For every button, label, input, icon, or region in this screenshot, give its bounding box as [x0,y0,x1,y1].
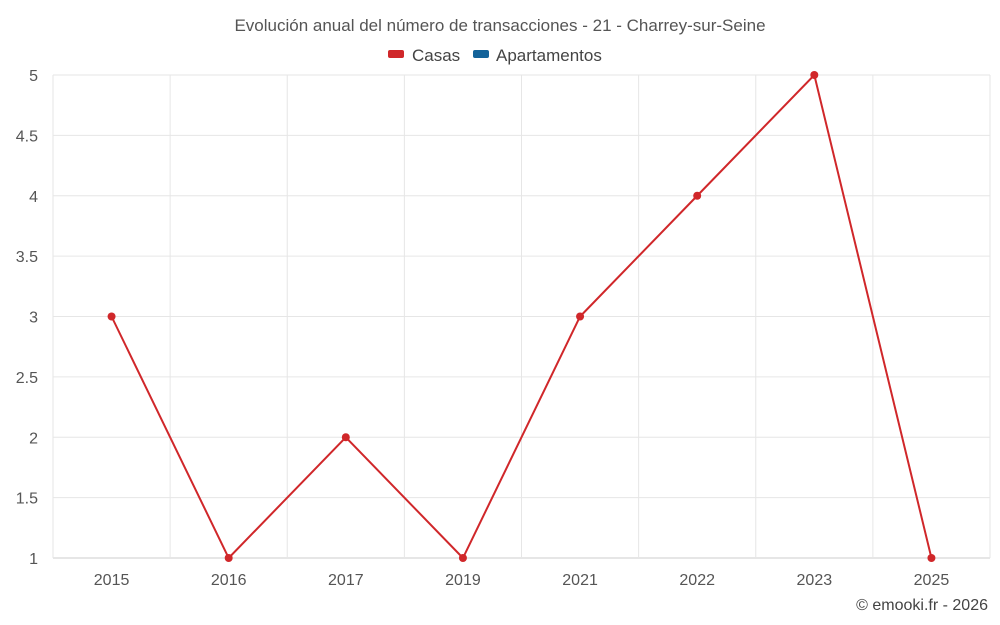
data-point[interactable] [107,312,116,321]
data-point[interactable] [458,554,467,562]
x-tick-label: 2019 [445,572,481,589]
y-tick-label: 1.5 [16,491,38,508]
credit-text: © emooki.fr - 2026 [856,597,988,614]
chart-title: Evolución anual del número de transaccio… [234,16,765,35]
x-tick-label: 2025 [914,572,950,589]
legend-label-casas[interactable]: Casas [412,46,460,65]
y-tick-label: 2 [29,430,38,447]
y-axis-ticks: 1 1.5 2 2.5 3 3.5 4 4.5 5 [16,68,38,568]
data-point[interactable] [576,312,585,321]
legend-swatch-apartamentos [473,50,489,58]
data-point[interactable] [341,433,350,442]
legend-swatch-casas [388,50,404,58]
x-tick-label: 2015 [94,572,130,589]
y-tick-label: 4.5 [16,128,38,145]
x-tick-label: 2021 [562,572,598,589]
x-tick-label: 2022 [679,572,715,589]
y-tick-label: 3 [29,310,38,327]
data-point[interactable] [693,191,702,200]
x-tick-label: 2017 [328,572,364,589]
legend-label-apartamentos[interactable]: Apartamentos [496,46,602,65]
x-tick-label: 2023 [797,572,833,589]
y-tick-label: 1 [29,551,38,568]
x-tick-label: 2016 [211,572,247,589]
y-tick-label: 2.5 [16,370,38,387]
data-point[interactable] [927,554,936,562]
data-point[interactable] [224,554,233,562]
y-tick-label: 3.5 [16,249,38,266]
grid [52,74,991,559]
y-tick-label: 4 [29,189,38,206]
series-casas [107,71,936,562]
data-point[interactable] [810,71,819,79]
x-axis-ticks: 2015 2016 2017 2019 2021 2022 2023 2025 [94,572,950,589]
legend: Casas Apartamentos [388,46,602,65]
y-tick-label: 5 [29,68,38,85]
series-line [110,73,933,560]
